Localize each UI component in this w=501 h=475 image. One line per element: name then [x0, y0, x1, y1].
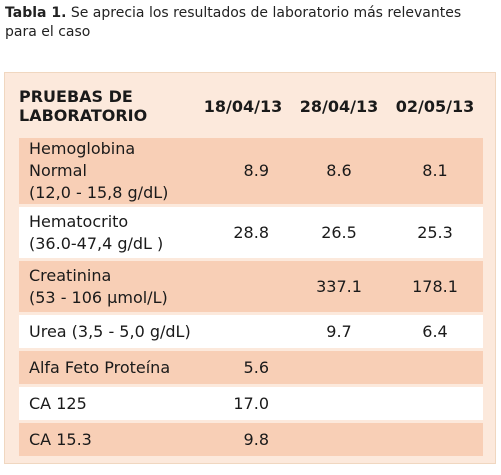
header-date-1: 18/04/13	[203, 96, 283, 116]
value-date-2	[291, 423, 387, 456]
caption-text: Se aprecia los resultados de laboratorio…	[5, 5, 462, 40]
table-row: Urea (3,5 - 5,0 g/dL) 9.7 6.4	[19, 315, 483, 348]
value-date-3: 178.1	[387, 261, 483, 312]
table-row: Alfa Feto Proteína 5.6	[19, 351, 483, 384]
test-name: Urea (3,5 - 5,0 g/dL)	[19, 315, 195, 348]
table-row: Creatinina (53 - 106 µmol/L) 337.1 178.1	[19, 261, 483, 312]
lab-results-table: PRUEBAS DE LABORATORIO 18/04/13 28/04/13…	[4, 72, 496, 464]
value-date-2	[291, 351, 387, 384]
test-name-line2: (36.0-47,4 g/dL )	[29, 233, 164, 253]
test-name: Creatinina (53 - 106 µmol/L)	[19, 261, 195, 312]
header-date-2: 28/04/13	[299, 96, 379, 116]
header-tests-line1: PRUEBAS DE	[19, 87, 133, 106]
value-date-1	[195, 261, 291, 312]
test-name-line1: Hemoglobina Normal	[29, 139, 136, 180]
test-name: CA 15.3	[19, 423, 195, 456]
value-date-3: 8.1	[387, 138, 483, 204]
value-date-2: 337.1	[291, 261, 387, 312]
test-name: Alfa Feto Proteína	[19, 351, 195, 384]
table-row: Hematocrito (36.0-47,4 g/dL ) 28.8 26.5 …	[19, 207, 483, 258]
value-date-1: 9.8	[195, 423, 291, 456]
header-tests: PRUEBAS DE LABORATORIO	[19, 77, 195, 135]
test-name-line1: Hematocrito	[29, 211, 129, 231]
value-date-3: 6.4	[387, 315, 483, 348]
header-date-3: 02/05/13	[395, 96, 475, 116]
table-header-row: PRUEBAS DE LABORATORIO 18/04/13 28/04/13…	[19, 77, 483, 135]
value-date-1: 5.6	[195, 351, 291, 384]
value-date-3	[387, 423, 483, 456]
value-date-3: 25.3	[387, 207, 483, 258]
caption-label: Tabla 1.	[5, 5, 67, 21]
test-name: Hemoglobina Normal (12,0 - 15,8 g/dL)	[19, 138, 195, 204]
value-date-2: 9.7	[291, 315, 387, 348]
test-name-line1: Creatinina	[29, 265, 112, 285]
value-date-1: 8.9	[195, 138, 291, 204]
table-row: CA 15.3 9.8	[19, 423, 483, 456]
value-date-3	[387, 387, 483, 420]
value-date-3	[387, 351, 483, 384]
test-name: Hematocrito (36.0-47,4 g/dL )	[19, 207, 195, 258]
test-name: CA 125	[19, 387, 195, 420]
table-row: Hemoglobina Normal (12,0 - 15,8 g/dL) 8.…	[19, 138, 483, 204]
table-row: CA 125 17.0	[19, 387, 483, 420]
value-date-2: 26.5	[291, 207, 387, 258]
value-date-1: 28.8	[195, 207, 291, 258]
test-name-line2: (53 - 106 µmol/L)	[29, 287, 168, 307]
table-caption: Tabla 1. Se aprecia los resultados de la…	[5, 4, 495, 42]
test-name-line2: (12,0 - 15,8 g/dL)	[29, 183, 169, 202]
value-date-1: 17.0	[195, 387, 291, 420]
lab-table: PRUEBAS DE LABORATORIO 18/04/13 28/04/13…	[19, 74, 483, 459]
header-tests-line2: LABORATORIO	[19, 106, 148, 125]
value-date-2: 8.6	[291, 138, 387, 204]
value-date-1	[195, 315, 291, 348]
value-date-2	[291, 387, 387, 420]
